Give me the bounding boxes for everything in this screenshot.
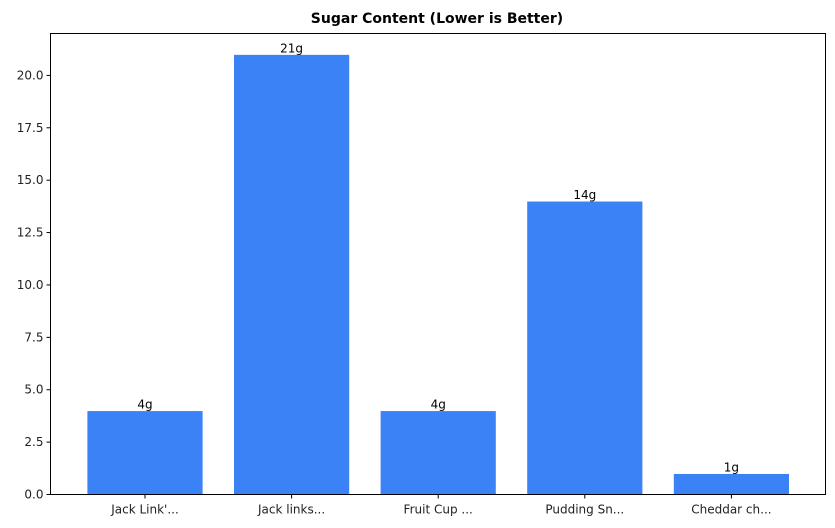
y-tick-label: 5.0: [24, 383, 43, 397]
bar: [86, 410, 204, 495]
bars-group: 4g 21g 4g 14g 1g: [86, 41, 790, 495]
chart-title: Sugar Content (Lower is Better): [311, 11, 563, 27]
bar-value-label: 14g: [573, 188, 596, 202]
bar-value-label: 4g: [137, 398, 152, 412]
y-tick-label: 2.5: [24, 435, 43, 449]
y-axis: 0.0 2.5 5.0 7.5 10.0 12.5 15.0 17.5 20.0: [17, 68, 51, 502]
bar: [673, 473, 790, 495]
bar-value-label: 4g: [431, 398, 446, 412]
y-tick-label: 10.0: [17, 278, 44, 292]
y-tick-label: 17.5: [17, 121, 44, 135]
plot-frame: [50, 33, 826, 495]
x-tick-label: Pudding Sn...: [545, 503, 624, 517]
x-tick-label: Fruit Cup ...: [404, 503, 473, 517]
y-tick-label: 7.5: [24, 330, 43, 344]
x-tick-label: Jack links...: [257, 503, 325, 517]
y-tick-label: 20.0: [17, 68, 44, 82]
bar-value-label: 21g: [280, 41, 303, 55]
y-tick-label: 0.0: [24, 488, 43, 502]
bar: [233, 54, 351, 495]
y-tick-label: 12.5: [17, 226, 44, 240]
x-tick-label: Jack Link'...: [110, 503, 179, 517]
x-tick-label: Cheddar ch...: [691, 503, 771, 517]
bar: [526, 200, 644, 495]
bar-value-label: 1g: [724, 461, 739, 475]
y-tick-label: 15.0: [17, 173, 44, 187]
bar: [379, 410, 497, 495]
x-axis: Jack Link'... Jack links... Fruit Cup ... P…: [110, 494, 772, 517]
